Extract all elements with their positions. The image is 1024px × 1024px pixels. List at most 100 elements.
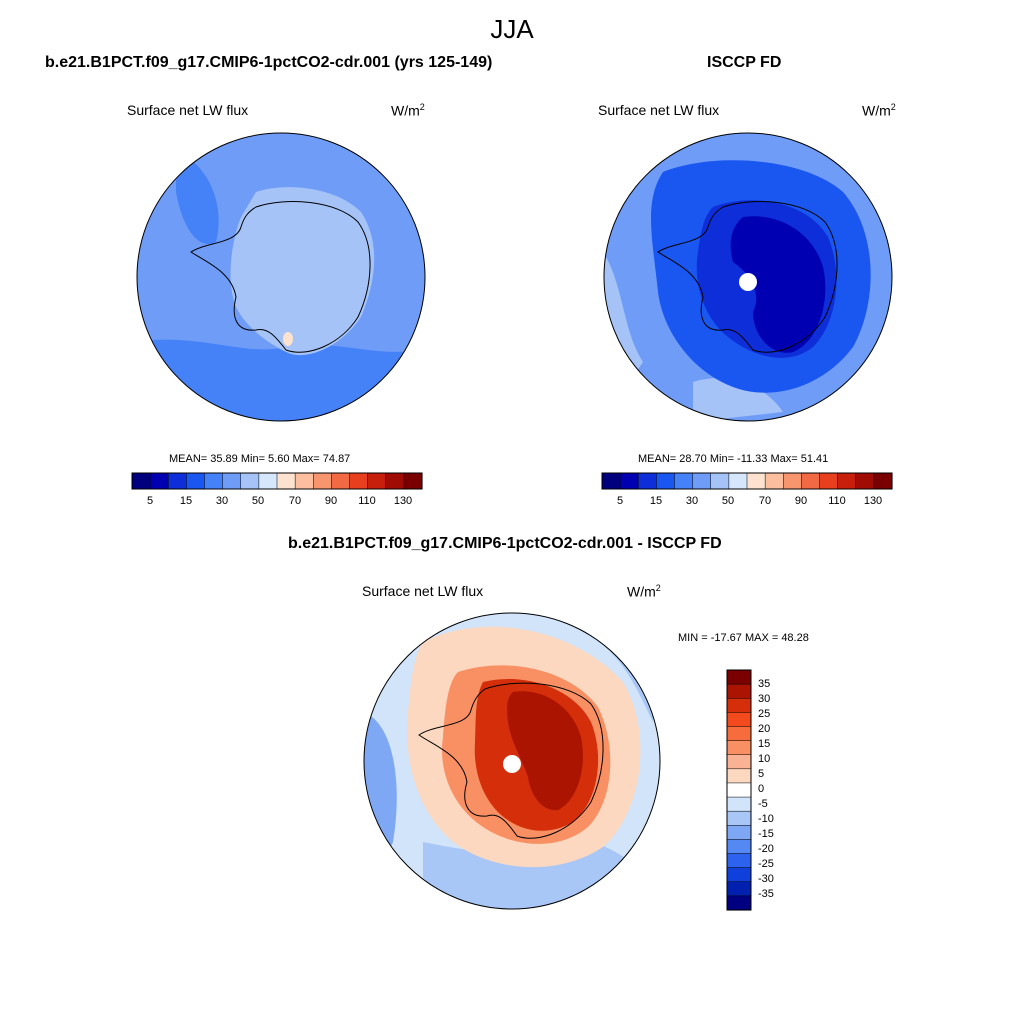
panel3-coastline [418,682,604,839]
colorbar-cell [222,472,242,490]
panel1-coastline [190,201,371,353]
panel3-cb-tick: -25 [758,858,774,870]
panel3-cb-tick: 5 [758,768,765,780]
panel3-cb-tick: 30 [758,693,771,705]
panel1-variable-label: Surface net LW flux [127,102,249,118]
panel1-cb-tick: 70 [288,495,302,507]
panel3-units: W/m2 [627,583,661,600]
colorbar-cell [710,472,730,490]
panel3-polar-map [363,612,661,910]
panel3-cb-tick: -5 [758,798,768,810]
colorbar-cell [313,472,332,490]
panel1-cb-tick: 5 [146,495,154,507]
panel1-antarctica-field [230,187,375,356]
colorbar-cell [240,472,260,490]
panel2-cb-tick: 110 [828,495,846,507]
panel3-cb-tick: -30 [758,873,774,885]
colorbar-cell [726,796,752,812]
panel1-cb-tick: 30 [215,495,229,507]
panel1-cb-tick: 90 [324,495,338,507]
panel1-stats: MEAN= 35.89 Min= 5.60 Max= 74.87 [169,453,351,465]
panel3-stats: MIN = -17.67 MAX = 48.28 [678,632,809,644]
colorbar-cell [331,472,351,490]
colorbar-cell [726,669,752,685]
panel3-map-border [363,612,661,910]
colorbar-cell [726,810,752,826]
colorbar-cell [619,472,639,490]
panel1-polar-map [136,132,426,422]
colorbar-cell [656,472,676,490]
colorbar-cell [726,740,752,756]
panel3-hottest-field [507,691,583,811]
panel2-variable-label: Surface net LW flux [598,102,720,118]
panel2-cb-tick: 50 [721,495,735,507]
panel1-cb-tick: 15 [179,495,193,507]
panel1-colorbar-ticks: 5 15 30 50 70 90 110 130 [132,495,422,509]
panel1-warm-spot [283,332,293,346]
colorbar-cell [726,782,752,798]
panel1-map-border [136,132,426,422]
figure-title: JJA [490,14,534,44]
panel2-cb-tick: 5 [616,495,624,507]
colorbar-cell [168,472,187,490]
colorbar-cell [349,472,369,490]
panel3-colorbar-ticks: 35 30 25 20 15 10 5 0 -5 -10 -15 -20 -25… [758,670,798,910]
panel1-cb-tick: 50 [251,495,265,507]
colorbar-cell [638,472,657,490]
panel1-title: b.e21.B1PCT.f09_g17.CMIP6-1pctCO2-cdr.00… [45,54,493,71]
colorbar-cell [783,472,802,490]
panel3-title: b.e21.B1PCT.f09_g17.CMIP6-1pctCO2-cdr.00… [288,535,722,552]
panel3-cb-tick: 25 [758,708,771,720]
panel2-map-border [603,132,893,422]
panel1-dark-ocean-south [137,339,425,421]
colorbar-cell [855,472,875,490]
panel2-polar-map [603,132,893,422]
colorbar-cell [726,825,752,840]
colorbar-cell [403,472,423,490]
panel3-cb-tick: 0 [758,783,765,795]
panel3-cb-tick: 35 [758,678,771,690]
panel3-cb-tick: -15 [758,828,774,840]
panel2-light-ocean-south [693,378,783,421]
colorbar-cell [674,472,694,490]
colorbar-cell [837,472,857,490]
panel2-cb-tick: 15 [649,495,663,507]
colorbar-cell [186,472,206,490]
colorbar-cell [728,472,748,490]
colorbar-cell [726,853,752,869]
panel1-cb-tick: 130 [393,495,413,507]
panel2-colorbar-ticks: 5 15 30 50 70 90 110 130 [602,495,892,509]
colorbar-cell [726,867,752,883]
colorbar-cell [726,839,752,855]
colorbar-cell [726,683,752,699]
colorbar-cell [764,472,784,490]
panel2-title: ISCCP FD [707,54,782,71]
panel2-cb-tick: 130 [863,495,883,507]
panel2-coastline [657,201,838,353]
panel3-colorbar [726,669,752,911]
panel2-cb-tick: 90 [794,495,808,507]
panel1-colorbar [131,472,423,490]
panel2-cb-tick: 30 [685,495,699,507]
colorbar-cell [726,768,752,784]
colorbar-cell [149,472,169,490]
colorbar-cell [276,472,296,490]
colorbar-cell [131,472,151,490]
colorbar-cell [385,472,405,490]
colorbar-cell [801,472,821,490]
colorbar-cell [726,881,752,897]
colorbar-cell [726,726,752,742]
panel3-cb-tick: 20 [758,723,771,735]
colorbar-cell [294,472,314,490]
panel2-pole-mask [739,273,757,291]
colorbar-cell [819,472,839,490]
panel2-colorbar [601,472,893,490]
colorbar-cell [367,472,387,490]
panel3-cb-tick: 15 [758,738,771,750]
colorbar-cell [726,754,752,770]
colorbar-cell [746,472,766,490]
colorbar-cell [601,472,621,490]
colorbar-cell [692,472,712,490]
panel2-units: W/m2 [862,102,896,119]
colorbar-cell [726,712,752,728]
